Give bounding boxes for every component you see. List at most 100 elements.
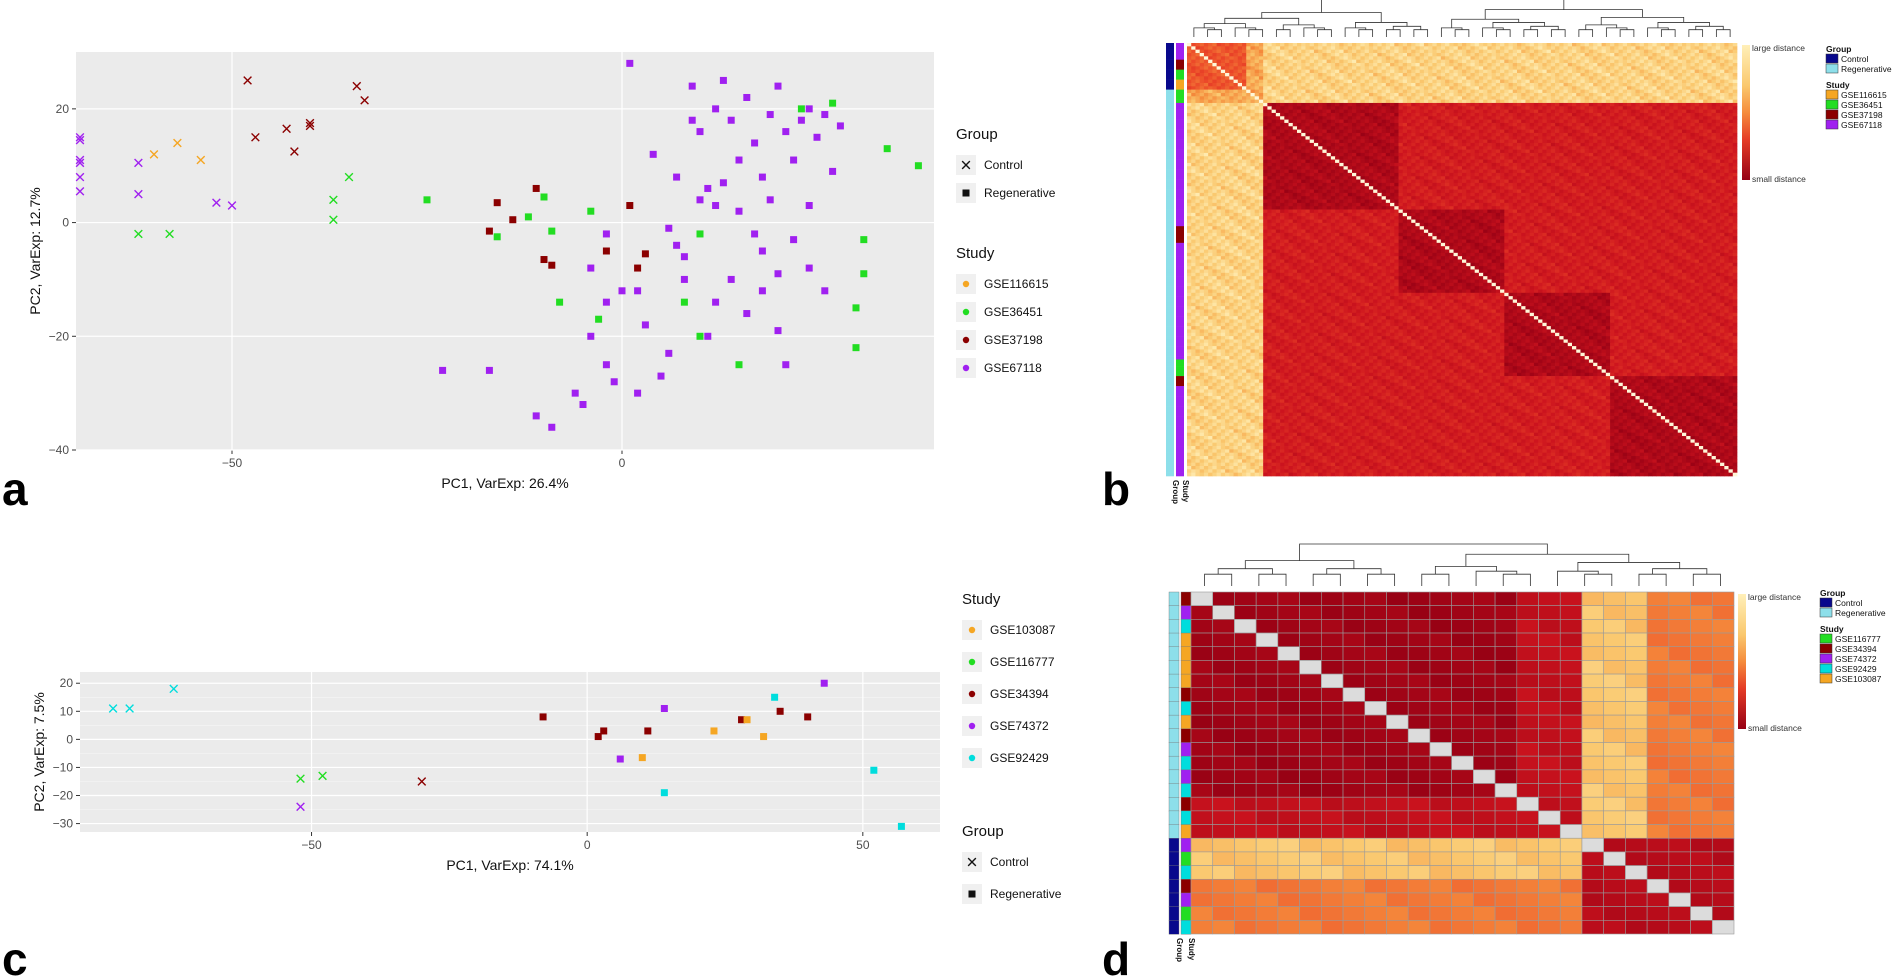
study-annotation-cell xyxy=(1176,43,1184,47)
heatmap-cell xyxy=(1605,122,1611,127)
heatmap-cell xyxy=(1313,89,1319,94)
heatmap-cell xyxy=(1453,92,1459,97)
heatmap-cell xyxy=(1652,79,1657,84)
heatmap-cell xyxy=(1415,82,1421,87)
heatmap-cell xyxy=(1614,89,1619,94)
heatmap-cell xyxy=(1318,112,1323,117)
heatmap-cell xyxy=(1411,146,1416,150)
heatmap-cell xyxy=(1415,132,1421,137)
heatmap-cell xyxy=(1301,59,1306,64)
heatmap-cell xyxy=(1567,89,1573,94)
regenerative-point xyxy=(587,207,595,215)
heatmap-cell xyxy=(1250,129,1256,134)
heatmap-cell xyxy=(1339,46,1344,51)
heatmap-cell xyxy=(1339,146,1344,150)
heatmap-cell xyxy=(1284,152,1289,157)
heatmap-cell xyxy=(1191,142,1196,147)
heatmap-cell xyxy=(1275,136,1281,140)
regenerative-point xyxy=(680,298,688,306)
heatmap-cell xyxy=(1627,126,1632,130)
heatmap-cell xyxy=(1275,109,1281,114)
study-annotation-cell xyxy=(1176,426,1184,430)
heatmap-cell xyxy=(1588,99,1594,104)
heatmap-cell xyxy=(1622,43,1628,47)
heatmap-cell xyxy=(1377,129,1382,134)
heatmap-cell xyxy=(1191,56,1196,61)
heatmap-cell xyxy=(1318,119,1323,124)
heatmap-cell xyxy=(1407,119,1412,124)
heatmap-cell xyxy=(1698,119,1704,124)
heatmap-cell xyxy=(1495,69,1501,74)
heatmap-cell xyxy=(1313,46,1319,51)
heatmap-cell xyxy=(1533,106,1539,110)
heatmap-cell xyxy=(1373,136,1378,140)
heatmap-cell xyxy=(1580,152,1586,157)
study-annotation-cell xyxy=(1176,419,1184,424)
heatmap-cell xyxy=(1567,139,1573,144)
heatmap-cell xyxy=(1533,109,1539,114)
heatmap-cell xyxy=(1411,139,1416,144)
heatmap-cell xyxy=(1343,142,1349,147)
study-annotation-cell xyxy=(1176,212,1184,217)
heatmap-cell xyxy=(1419,69,1425,74)
heatmap-cell xyxy=(1686,82,1691,87)
heatmap-cell xyxy=(1572,109,1577,114)
heatmap-cell xyxy=(1643,99,1649,104)
heatmap-cell xyxy=(1711,59,1717,64)
heatmap-cell xyxy=(1191,136,1196,140)
heatmap-cell xyxy=(1500,43,1505,47)
heatmap-cell xyxy=(1495,72,1501,77)
heatmap-cell xyxy=(1208,76,1213,80)
heatmap-cell xyxy=(1364,49,1370,54)
heatmap-cell xyxy=(1576,43,1581,47)
heatmap-cell xyxy=(1665,142,1670,147)
heatmap-cell xyxy=(1504,82,1509,87)
heatmap-cell xyxy=(1508,146,1514,150)
heatmap-cell xyxy=(1487,89,1492,94)
heatmap-cell xyxy=(1220,129,1226,134)
heatmap-cell xyxy=(1229,136,1234,140)
heatmap-cell xyxy=(1343,69,1349,74)
heatmap-cell xyxy=(1660,62,1666,67)
heatmap-cell xyxy=(1326,102,1332,107)
heatmap-cell xyxy=(1614,109,1619,114)
heatmap-cell xyxy=(1627,89,1632,94)
heatmap-cell xyxy=(1402,99,1408,104)
heatmap-cell xyxy=(1220,136,1226,140)
heatmap-cell xyxy=(1275,129,1281,134)
heatmap-cell xyxy=(1457,109,1463,114)
heatmap-cell xyxy=(1715,149,1721,154)
heatmap-cell xyxy=(1313,129,1319,134)
heatmap-cell xyxy=(1601,142,1607,147)
heatmap-cell xyxy=(1508,89,1514,94)
heatmap-cell xyxy=(1453,62,1459,67)
heatmap-cell xyxy=(1407,96,1412,100)
heatmap-cell xyxy=(1415,136,1421,140)
heatmap-cell xyxy=(1390,119,1395,124)
heatmap-cell xyxy=(1237,96,1243,100)
heatmap-cell xyxy=(1216,122,1222,127)
heatmap-cell xyxy=(1720,132,1725,137)
heatmap-cell xyxy=(1673,152,1679,157)
heatmap-cell xyxy=(1339,82,1344,87)
heatmap-cell xyxy=(1225,86,1230,90)
heatmap-cell xyxy=(1352,76,1357,80)
heatmap-cell xyxy=(1258,142,1264,147)
heatmap-cell xyxy=(1385,43,1391,47)
regenerative-point xyxy=(883,145,891,153)
heatmap-cell xyxy=(1546,86,1552,90)
heatmap-cell xyxy=(1322,92,1327,97)
heatmap-cell xyxy=(1466,46,1471,51)
heatmap-cell xyxy=(1690,112,1696,117)
heatmap-cell xyxy=(1237,89,1243,94)
heatmap-cell xyxy=(1445,106,1450,110)
heatmap-cell xyxy=(1483,72,1488,77)
heatmap-cell xyxy=(1720,52,1725,57)
heatmap-cell xyxy=(1614,129,1619,134)
heatmap-cell xyxy=(1250,106,1256,110)
heatmap-cell xyxy=(1588,96,1594,100)
heatmap-cell xyxy=(1707,46,1712,51)
heatmap-cell xyxy=(1572,102,1577,107)
heatmap-cell xyxy=(1271,79,1277,84)
group-annotation-cell xyxy=(1166,182,1174,187)
